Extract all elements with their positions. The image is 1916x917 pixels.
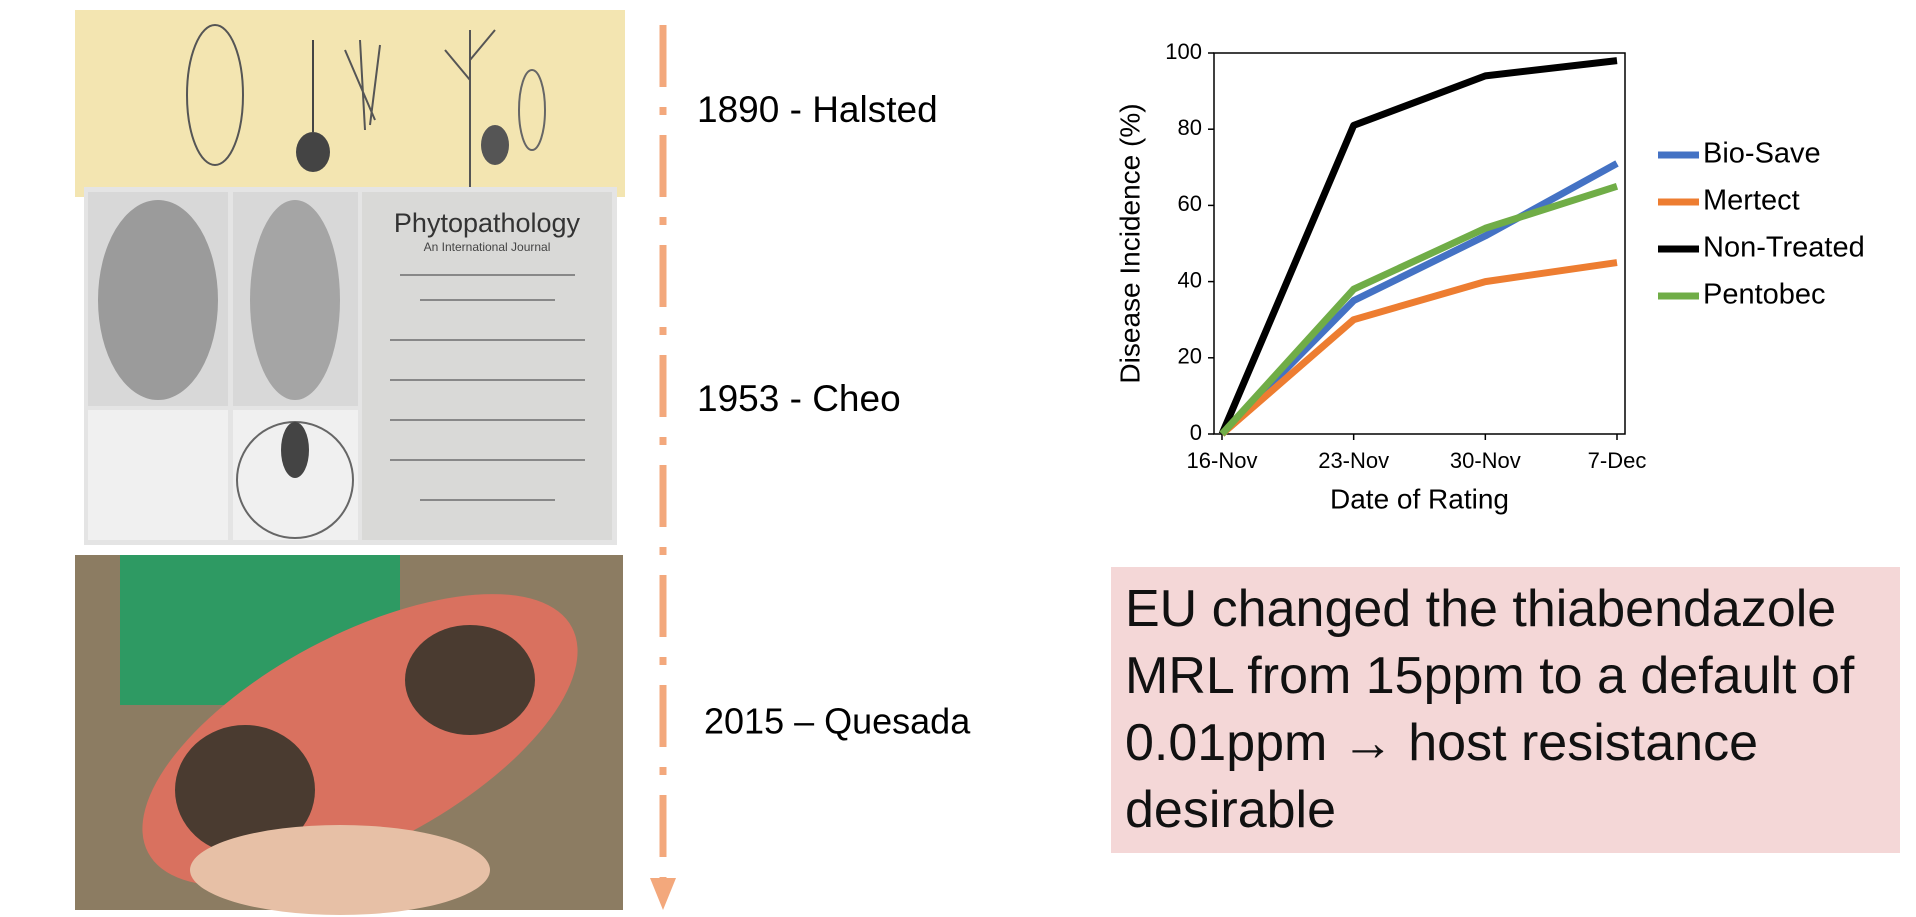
journal-subtitle: An International Journal [424, 240, 551, 254]
callout-box: EU changed the thiabendazole MRL from 15… [1111, 567, 1900, 853]
y-tick-label: 100 [1165, 39, 1202, 64]
series-line [1219, 183, 1619, 437]
legend-label: Non-Treated [1703, 232, 1865, 264]
x-tick-label: 30-Nov [1450, 448, 1521, 473]
y-tick-label: 0 [1190, 420, 1202, 445]
timeline-label: 1890 - Halsted [697, 89, 938, 130]
series-line [1218, 57, 1618, 436]
plot-frame [1213, 52, 1626, 435]
y-tick-label: 20 [1178, 344, 1202, 369]
legend-label: Bio-Save [1703, 138, 1821, 170]
journal-title: Phytopathology [394, 208, 581, 238]
journal-image: Phytopathology An International Journal [84, 187, 617, 545]
x-tick-label: 7-Dec [1588, 448, 1647, 473]
series-line [1219, 259, 1618, 437]
legend-label: Pentobec [1703, 279, 1826, 311]
timeline-label: 2015 – Quesada [704, 701, 971, 742]
y-axis-label: Disease Incidence (%) [1114, 103, 1145, 383]
x-axis-label: Date of Rating [1330, 483, 1509, 514]
series-line [1219, 160, 1619, 437]
sweet-potato-photo [75, 555, 623, 915]
drawing-image [75, 10, 625, 197]
y-tick-label: 60 [1178, 191, 1202, 216]
timeline-label: 1953 - Cheo [697, 378, 901, 419]
x-tick-label: 16-Nov [1187, 448, 1258, 473]
timeline-arrowhead [650, 878, 676, 910]
y-tick-label: 40 [1178, 267, 1202, 292]
x-tick-label: 23-Nov [1318, 448, 1389, 473]
legend-label: Mertect [1703, 185, 1800, 217]
y-tick-label: 80 [1178, 115, 1202, 140]
